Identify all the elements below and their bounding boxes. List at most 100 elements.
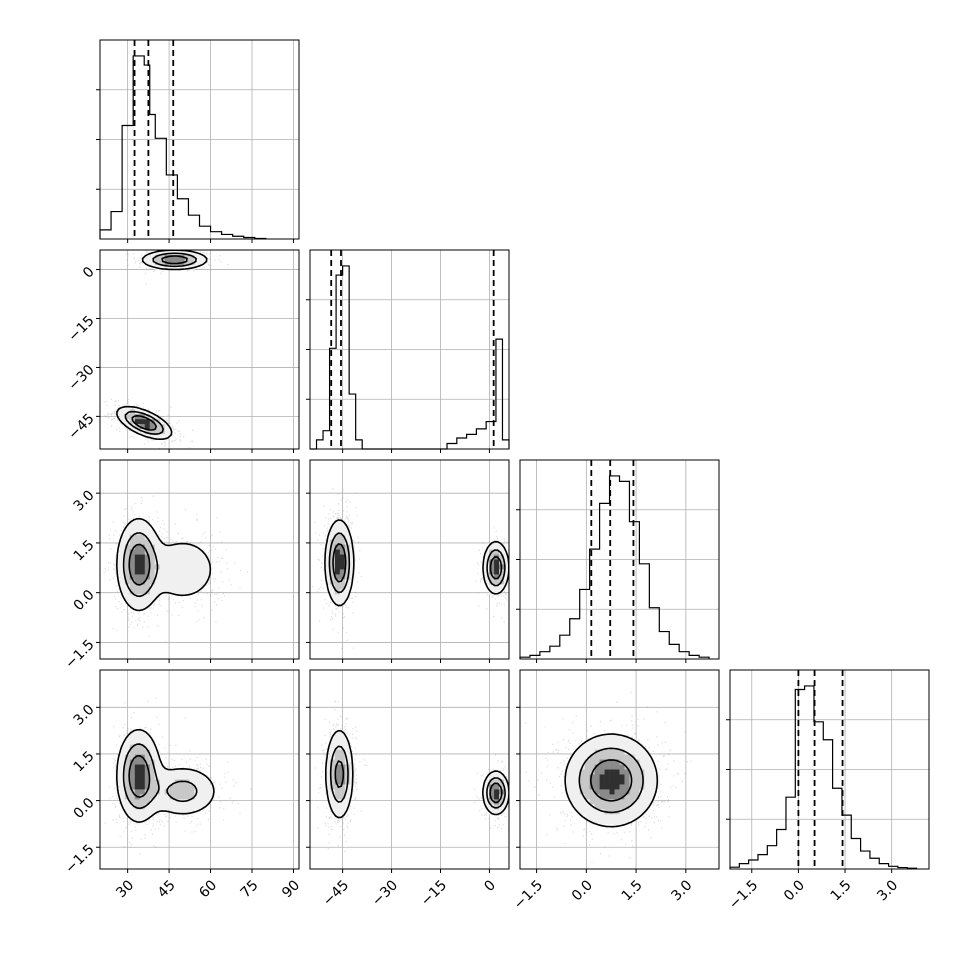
density-cell	[134, 729, 141, 735]
density-cell	[629, 739, 635, 745]
density-cell	[134, 414, 141, 420]
contour-line	[116, 517, 212, 612]
density-cell	[124, 524, 131, 530]
density-cell	[504, 574, 509, 580]
density-cell	[169, 549, 175, 555]
density-cell	[649, 794, 655, 800]
density-cell	[134, 424, 141, 430]
density-cell	[619, 819, 625, 825]
density-cell	[179, 589, 185, 595]
density-cell	[184, 789, 190, 795]
density-cell	[324, 549, 331, 555]
density-cell	[149, 434, 156, 440]
density-cell	[159, 549, 165, 555]
density-cell	[184, 804, 190, 810]
density-cell	[199, 804, 205, 810]
density-cell	[644, 774, 650, 780]
density-cell	[624, 739, 630, 745]
density-cell	[339, 594, 346, 600]
density-cell	[499, 554, 505, 560]
density-cell	[144, 539, 151, 545]
density-cell	[134, 749, 141, 755]
density-cell	[124, 784, 131, 790]
density-cell	[489, 794, 495, 800]
density-cell	[324, 764, 331, 770]
density-cell	[599, 749, 605, 755]
density-cell	[184, 544, 190, 550]
density-cell	[149, 779, 156, 785]
density-cell	[614, 739, 620, 745]
density-cell	[149, 589, 156, 595]
density-cell	[649, 764, 655, 770]
density-cell	[159, 554, 165, 560]
density-cell	[324, 759, 331, 765]
density-cell	[124, 804, 131, 810]
density-cell	[599, 804, 605, 810]
density-cell	[339, 584, 346, 590]
density-cell	[149, 744, 156, 750]
density-cell	[189, 554, 195, 560]
density-cell	[124, 564, 131, 570]
density-cell	[139, 814, 146, 820]
density-cell	[329, 744, 336, 750]
density-cell	[124, 799, 131, 805]
density-cell	[494, 794, 500, 800]
density-cell	[149, 554, 156, 560]
density-cell	[199, 779, 205, 785]
density-cell	[154, 424, 160, 430]
density-cell	[594, 739, 600, 745]
density-cell	[189, 584, 195, 590]
density-cell	[639, 754, 645, 760]
density-cell	[159, 774, 165, 780]
density-cell	[334, 754, 341, 760]
contour-line	[325, 729, 509, 819]
density-cell	[119, 794, 126, 800]
density-cell	[164, 559, 170, 565]
density-cell	[644, 764, 650, 770]
density-cell	[614, 769, 620, 775]
density-cell	[494, 774, 500, 780]
density-cell	[619, 804, 625, 810]
density-cell	[589, 749, 595, 755]
density-cell	[174, 554, 180, 560]
density-cell	[194, 579, 200, 585]
density-cell	[499, 584, 505, 590]
density-cell	[204, 794, 210, 800]
density-cell	[134, 809, 141, 815]
density-cell	[149, 804, 156, 810]
density-cell	[184, 589, 190, 595]
density-cell	[124, 779, 131, 785]
density-cell	[169, 804, 175, 810]
density-cell	[144, 809, 151, 815]
density-cell	[139, 774, 146, 780]
density-cell	[144, 749, 151, 755]
density-cell	[129, 534, 136, 540]
density-cell	[159, 419, 165, 425]
density-cell	[169, 564, 175, 570]
density-cell	[194, 774, 200, 780]
density-cell	[629, 814, 635, 820]
density-cell	[594, 809, 600, 815]
density-cell	[199, 559, 205, 565]
density-cell	[154, 574, 160, 580]
density-cell	[339, 739, 346, 745]
density-cell	[604, 779, 610, 785]
density-cell	[139, 534, 146, 540]
density-cell	[339, 519, 346, 525]
density-cell	[124, 549, 131, 555]
density-cell	[119, 764, 126, 770]
density-cell	[584, 764, 590, 770]
density-cell	[139, 589, 146, 595]
density-cell	[154, 434, 160, 440]
x-tick-label: 30	[113, 877, 137, 901]
density-cell	[124, 574, 131, 580]
density-cell	[334, 584, 341, 590]
density-cell	[124, 554, 131, 560]
density-cell	[629, 744, 635, 750]
density-cell	[179, 809, 185, 815]
density-cell	[594, 734, 600, 740]
density-cell	[129, 569, 136, 575]
density-cell	[144, 754, 151, 760]
density-cell	[149, 809, 156, 815]
density-cell	[129, 764, 136, 770]
